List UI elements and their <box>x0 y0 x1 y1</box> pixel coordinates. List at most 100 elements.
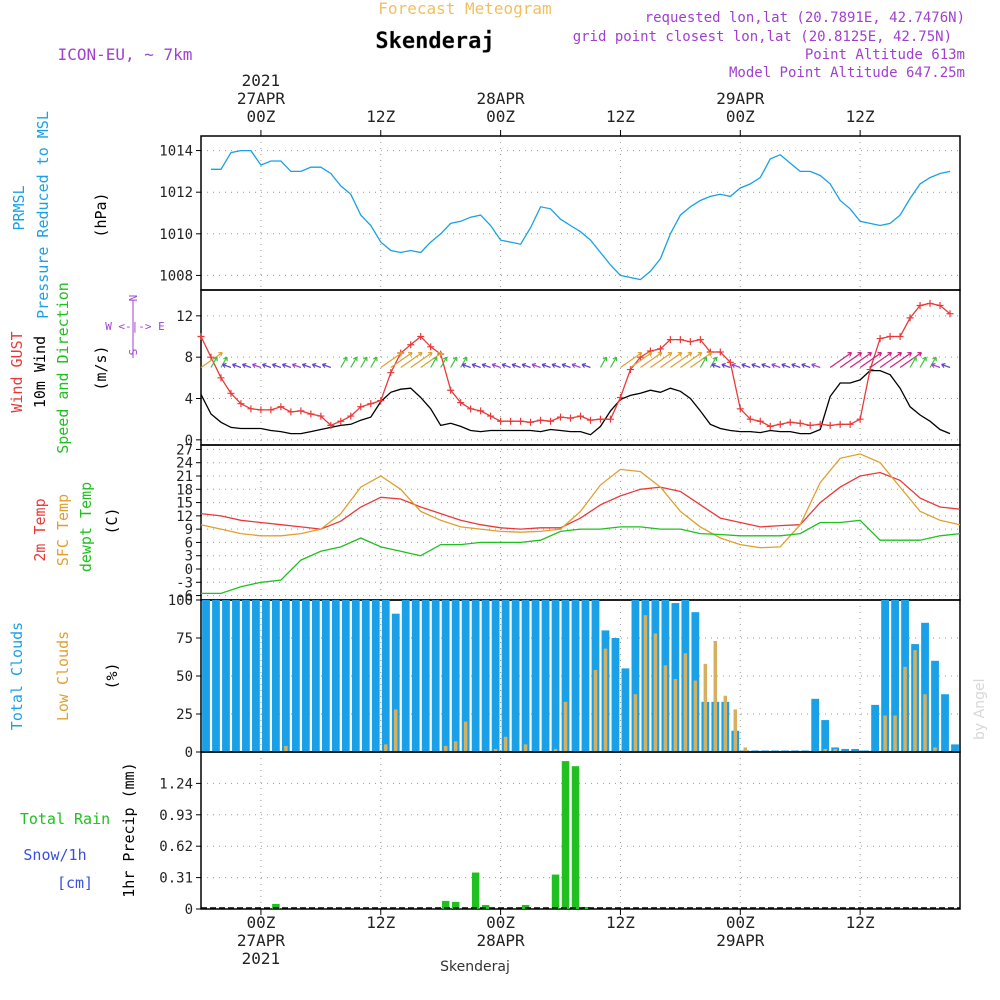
total-cloud-bar <box>431 600 440 752</box>
bottom-tick-label: 12Z <box>366 913 395 932</box>
wind-arrow-head <box>791 362 796 368</box>
gust-marker <box>447 386 455 394</box>
wind-arrow-head <box>398 351 403 357</box>
wind-arrow <box>410 352 433 368</box>
gust-marker <box>936 302 944 309</box>
clouds-ytick-label: 50 <box>176 669 193 685</box>
total-cloud-bar <box>761 750 770 752</box>
gust-marker <box>816 420 824 428</box>
pressure-unit: (hPa) <box>92 192 110 237</box>
wind-arrow-head <box>581 362 587 368</box>
info-line-2: grid point closest lon,lat (20.8125E, 42… <box>573 29 952 45</box>
gust-marker <box>217 374 225 382</box>
top-tick-label: 28APR <box>477 89 526 108</box>
total-cloud-bar <box>511 600 520 752</box>
location-title: Skenderaj <box>375 29 494 54</box>
total-cloud-bar <box>561 600 570 752</box>
total-cloud-bar <box>212 600 220 752</box>
wind-arrow <box>461 363 471 369</box>
precip-ytick-label: 0 <box>185 902 193 918</box>
top-tick-label: 00Z <box>486 107 515 126</box>
wind-arrow <box>721 363 731 369</box>
wind-arrow-head <box>462 356 468 362</box>
total-cloud-bar <box>501 600 510 752</box>
wind-arrow-head <box>281 362 287 368</box>
temp-label-3: dewpt Temp <box>77 482 95 572</box>
temp-line-0 <box>200 471 961 530</box>
low-cloud-bar <box>593 669 598 752</box>
total-cloud-bar <box>461 600 470 752</box>
bottom-tick-label: 2021 <box>242 949 281 968</box>
wind-arrow <box>541 363 551 369</box>
wind-arrow <box>899 352 922 368</box>
gust-marker <box>656 345 664 353</box>
wind-arrow-head <box>222 362 227 368</box>
wind-panel: 12 8 4 0 <box>176 290 961 449</box>
gust-marker <box>856 415 864 423</box>
wind-arrow-head <box>432 356 438 362</box>
wind-arrow-head <box>677 351 683 357</box>
temp-ytick-label: 21 <box>176 469 193 485</box>
gust-marker <box>377 397 385 405</box>
temp-ytick-label: 0 <box>185 562 193 578</box>
wind-arrow <box>941 363 951 369</box>
wind-arrow <box>640 352 663 368</box>
wind-arrow-head <box>857 351 863 357</box>
low-cloud-bar <box>643 615 648 752</box>
top-tick-label: 12Z <box>366 107 395 126</box>
rain-bar <box>451 901 460 909</box>
wind-arrow <box>929 356 937 368</box>
bottom-tick-label: 00Z <box>726 913 755 932</box>
total-cloud-bar <box>411 600 420 752</box>
wind-arrow <box>571 363 581 369</box>
footer-location: Skenderaj <box>440 959 510 975</box>
wind-arrow <box>232 363 242 369</box>
wind-arrow <box>741 363 751 369</box>
low-cloud-bar <box>703 663 708 752</box>
wind-arrow-head <box>731 362 736 368</box>
wind-arrow <box>811 363 821 369</box>
gust-marker <box>916 302 924 309</box>
total-cloud-bar <box>291 600 300 752</box>
wind-arrow <box>660 352 683 368</box>
wind-arrow-head <box>437 351 443 357</box>
gust-marker <box>537 416 545 424</box>
gust-marker <box>676 336 684 344</box>
wind-arrow-head <box>932 356 937 362</box>
gust-marker <box>716 348 724 356</box>
compass-n: N <box>127 295 140 302</box>
low-cloud-bar <box>633 694 638 752</box>
total-cloud-bar <box>571 600 580 752</box>
wind-arrow <box>919 356 927 368</box>
wind-arrow-head <box>781 362 786 368</box>
wind-arrow-head <box>261 362 267 368</box>
low-cloud-bar <box>463 721 468 752</box>
wind-arrow-head <box>232 362 237 368</box>
temp-ytick-label: 24 <box>176 456 193 472</box>
low-cloud-bar <box>743 747 748 752</box>
low-cloud-bar <box>523 744 528 752</box>
low-cloud-bar <box>673 679 678 752</box>
wind-arrow-head <box>471 362 477 368</box>
wind-arrow <box>312 363 322 369</box>
low-cloud-bar <box>553 748 558 752</box>
wind-arrow <box>252 363 262 369</box>
bottom-tick-label: 29APR <box>716 931 765 950</box>
wind-arrow-head <box>242 362 247 368</box>
gust-marker <box>227 389 235 397</box>
wind-arrow <box>521 363 531 369</box>
gust-marker <box>666 336 674 344</box>
top-tick-label: 29APR <box>716 89 765 108</box>
total-cloud-bar <box>252 600 260 752</box>
total-cloud-bar <box>451 600 460 752</box>
plot-layer: 1014101210101008128402724211815129630-3-… <box>159 71 961 968</box>
rain-bar <box>561 761 570 909</box>
wind-arrow <box>511 363 521 369</box>
wind-arrow <box>599 356 607 368</box>
total-cloud-bar <box>621 668 630 752</box>
low-cloud-bar <box>683 653 688 752</box>
pressure-label-1: PRMSL <box>10 185 28 230</box>
wind-label-3: Speed and Direction <box>54 282 72 454</box>
wind-arrow-head <box>612 356 618 362</box>
